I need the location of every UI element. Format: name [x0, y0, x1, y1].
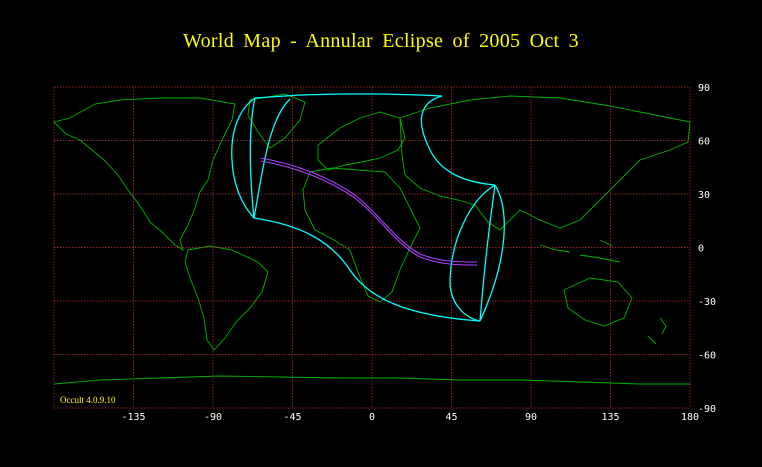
eclipse-paths: [231, 93, 505, 322]
europe-outline: [317, 111, 406, 171]
longitude-tick-label: -90: [204, 412, 222, 423]
latitude-tick-label: -90: [698, 404, 716, 415]
longitude-tick-label: 135: [601, 412, 619, 423]
longitude-ticks: -135 -90 -45 0 45 90 135 180: [121, 412, 699, 423]
latitude-tick-label: -30: [698, 297, 716, 308]
annularity-north-limit: [260, 157, 478, 263]
latitude-tick-label: 30: [698, 190, 710, 201]
penumbra-southern-limit: [253, 217, 481, 322]
antarctica-outline: [53, 375, 690, 385]
latitude-tick-label: 60: [698, 137, 710, 148]
longitude-tick-label: -45: [283, 412, 301, 423]
annularity-south-limit: [260, 160, 478, 266]
longitude-tick-label: 45: [445, 412, 457, 423]
longitude-tick-label: -135: [121, 412, 145, 423]
rise-set-curve-west: [249, 97, 291, 219]
latitude-ticks: 90 60 30 0 -30 -60 -90: [698, 83, 716, 415]
map-title: World Map - Annular Eclipse of 2005 Oct …: [183, 30, 579, 52]
longitude-tick-label: 180: [681, 412, 699, 423]
longitude-tick-label: 0: [369, 412, 375, 423]
longitude-tick-label: 90: [525, 412, 537, 423]
penumbra-northern-boundary-east: [420, 95, 496, 186]
coastlines: [53, 93, 691, 385]
penumbra-outer-boundary-west: [231, 97, 256, 219]
latitude-tick-label: -60: [698, 351, 716, 362]
penumbra-northern-limit: [254, 93, 443, 99]
australia-outline: [563, 277, 633, 327]
rise-set-curve-east: [449, 184, 505, 322]
latitude-tick-label: 90: [698, 83, 710, 94]
africa-outline: [302, 167, 421, 303]
south-america-outline: [184, 245, 269, 351]
asia-outline: [399, 95, 691, 231]
new-zealand-outline: [647, 317, 667, 345]
latitude-tick-label: 0: [698, 244, 704, 255]
software-version-label: Occult 4.0.9.10: [60, 395, 116, 405]
indonesia-islands: [539, 239, 621, 263]
map-grid: [53, 86, 691, 409]
north-america-outline: [53, 97, 236, 252]
